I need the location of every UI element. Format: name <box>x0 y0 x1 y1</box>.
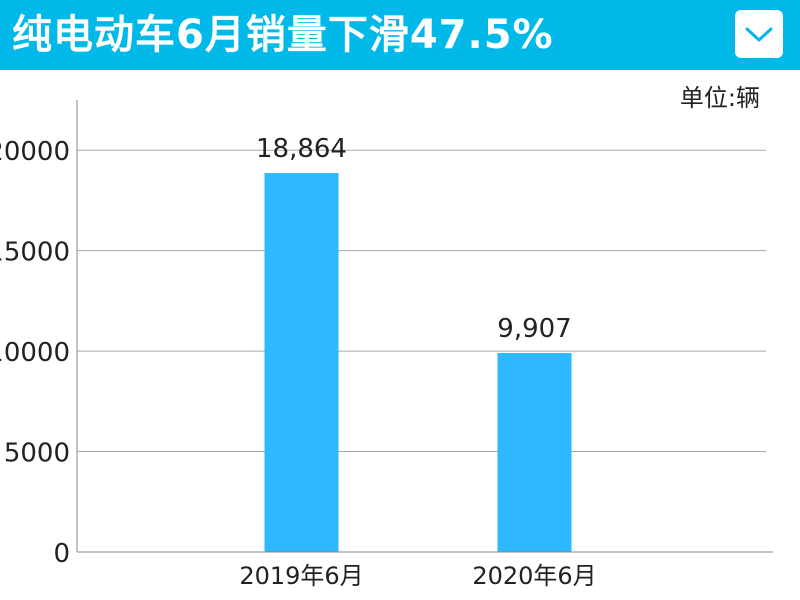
data-label: 9,907 <box>497 314 571 344</box>
y-tick-label: 15000 <box>0 238 70 268</box>
page-title: 纯电动车6月销量下滑47.5% <box>12 12 554 58</box>
labels: 0 5000 10000 15000 20000 18,864 2019年6月 9,907 20… <box>0 134 597 590</box>
bars <box>264 173 572 552</box>
x-tick-label: 2020年6月 <box>472 562 596 590</box>
gridlines <box>77 149 766 453</box>
y-tick-label: 0 <box>53 539 70 569</box>
bar <box>497 352 572 552</box>
data-label: 18,864 <box>256 134 347 164</box>
bar <box>264 173 339 552</box>
y-tick-label: 20000 <box>0 137 70 167</box>
y-tick-label: 5000 <box>4 439 70 469</box>
axes <box>76 100 773 553</box>
expand-dropdown-button[interactable] <box>735 10 783 58</box>
chevron-down-icon <box>745 27 773 42</box>
y-tick-label: 10000 <box>0 338 70 368</box>
x-tick-label: 2019年6月 <box>239 562 363 590</box>
title-banner: 纯电动车6月销量下滑47.5% <box>0 0 800 70</box>
unit-label: 单位:辆 <box>679 84 760 112</box>
